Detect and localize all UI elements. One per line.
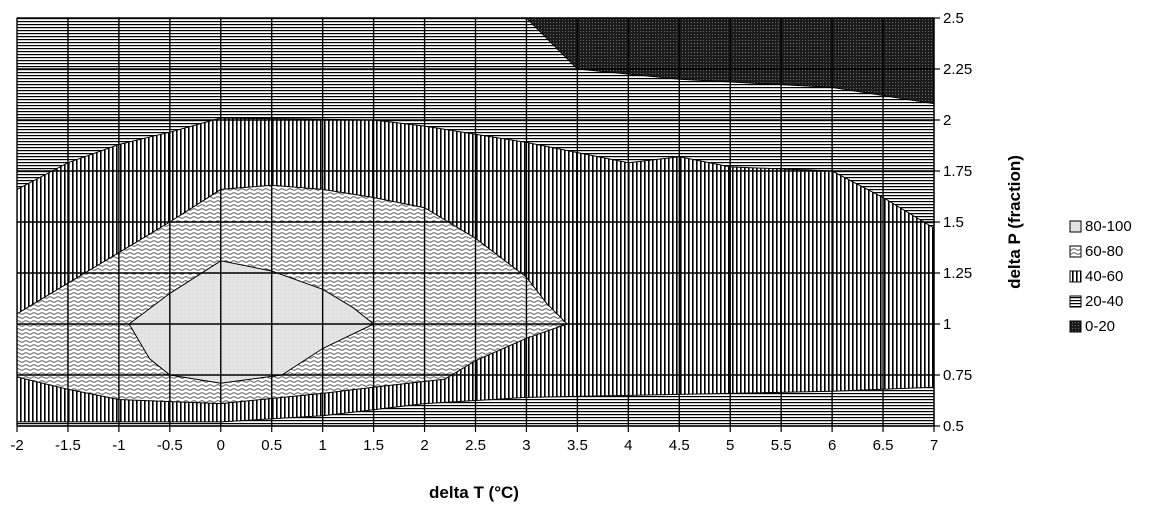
y-tick-label: 0.5 [943,418,964,435]
x-tick-label: 2 [420,437,428,454]
legend-swatch [1069,245,1082,258]
legend-swatch [1069,220,1082,233]
legend-label: 20-40 [1085,293,1123,310]
x-tick-label: 3.5 [567,437,588,454]
legend-swatch [1069,320,1082,333]
legend-label: 40-60 [1085,268,1123,285]
x-tick-label: 4 [624,437,632,454]
legend-label: 0-20 [1085,318,1115,335]
x-tick-label: 7 [930,437,938,454]
y-tick-label: 1.75 [943,163,972,180]
x-tick-label: 1 [318,437,326,454]
y-axis-title: delta P (fraction) [1005,155,1024,289]
x-tick-label: 3 [522,437,530,454]
x-tick-label: 1.5 [363,437,384,454]
x-axis-title: delta T (°C) [429,483,519,502]
legend-label: 80-100 [1085,218,1132,235]
y-tick-label: 2.5 [943,10,964,27]
x-tick-label: 0 [217,437,225,454]
x-tick-label: 0.5 [261,437,282,454]
x-tick-label: -1.5 [55,437,81,454]
x-tick-label: 5.5 [771,437,792,454]
x-tick-label: 5 [726,437,734,454]
legend-swatch [1069,295,1082,308]
x-tick-label: 6 [828,437,836,454]
y-tick-label: 2.25 [943,61,972,78]
y-tick-label: 1.25 [943,265,972,282]
legend-label: 60-80 [1085,243,1123,260]
x-tick-label: -0.5 [157,437,183,454]
y-tick-label: 1 [943,316,951,333]
axes: -2 -1.5 -1 -0.5 0 0.5 1 1.5 2 2.5 3 3.5 4 4.5 5 5.5 6 6.5… [10,10,972,454]
legend: 80-100 60-80 40-60 20-40 0-20 [1069,218,1132,335]
x-tick-label: -2 [10,437,23,454]
x-tick-label: -1 [112,437,125,454]
x-tick-label: 6.5 [873,437,894,454]
x-tick-label: 2.5 [465,437,486,454]
x-tick-label: 4.5 [669,437,690,454]
y-tick-label: 0.75 [943,367,972,384]
y-tick-label: 1.5 [943,214,964,231]
y-tick-label: 2 [943,112,951,129]
legend-swatch [1069,270,1082,283]
